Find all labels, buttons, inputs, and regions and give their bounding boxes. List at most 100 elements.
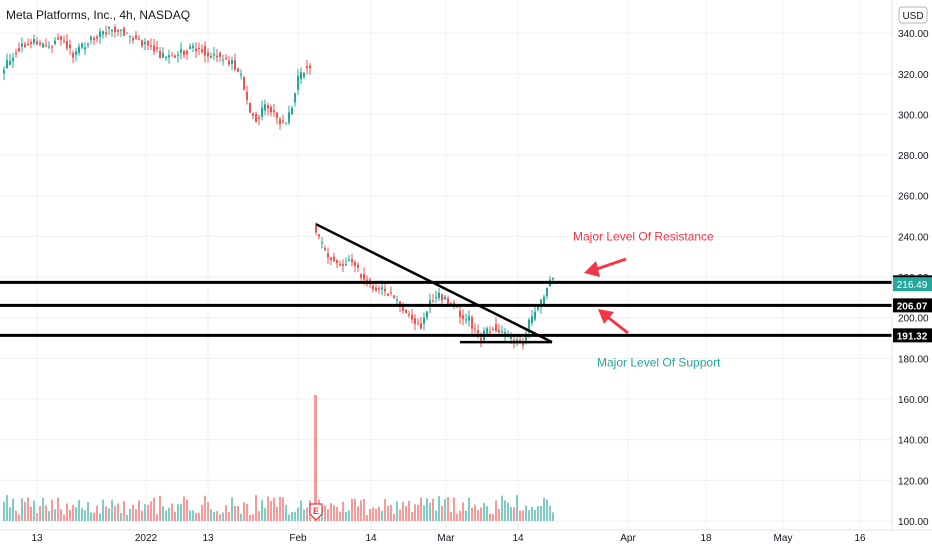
- volume-bar: [72, 504, 74, 521]
- resistance-annotation-label: Major Level Of Resistance: [573, 229, 714, 243]
- candle-body: [270, 106, 272, 113]
- time-axis[interactable]: 13 2022 13 Feb 14 Mar 14 Apr 18 May 16: [31, 533, 866, 544]
- candle-body: [387, 293, 389, 296]
- volume-bar: [423, 505, 425, 521]
- volume-bar: [369, 509, 371, 521]
- currency-badge[interactable]: USD: [898, 6, 928, 24]
- volume-bar: [495, 500, 497, 521]
- volume-bar: [9, 507, 11, 521]
- price-tick-label: 280.00: [898, 151, 929, 162]
- candle-body: [156, 47, 158, 49]
- candle-body: [120, 29, 122, 31]
- candle-body: [441, 294, 443, 301]
- candle-body: [144, 42, 146, 44]
- candle-body: [489, 331, 491, 333]
- volume-bar: [507, 502, 509, 521]
- candle-body: [42, 43, 44, 48]
- horizontal-levels[interactable]: [0, 280, 892, 337]
- candle-body: [96, 36, 98, 39]
- volume-bar: [537, 506, 539, 521]
- volume-bar: [186, 499, 188, 521]
- candle-body: [189, 46, 191, 50]
- volume-bar: [105, 506, 107, 521]
- resistance-arrow-head: [584, 261, 600, 277]
- candle-body: [477, 330, 479, 334]
- candle-body: [321, 242, 323, 244]
- candle-body: [108, 26, 110, 29]
- candle-body: [552, 277, 554, 280]
- volume-bar: [300, 500, 302, 521]
- candle-body: [282, 120, 284, 123]
- trendlines[interactable]: [315, 223, 553, 344]
- candle-body: [474, 328, 476, 330]
- candle-body: [468, 316, 470, 321]
- candle-body: [228, 60, 230, 65]
- candle-body: [423, 317, 425, 324]
- volume-bar: [357, 506, 359, 521]
- candle-body: [213, 54, 215, 56]
- volume-bar: [339, 511, 341, 521]
- volume-bar: [78, 500, 80, 521]
- candle-body: [81, 43, 83, 48]
- candle-body: [33, 38, 35, 43]
- candle-body: [279, 118, 281, 125]
- candle-body: [216, 55, 218, 58]
- candle-body: [72, 53, 74, 58]
- trendline-descending-resistance[interactable]: [315, 223, 553, 344]
- candle-body: [456, 306, 458, 308]
- volume-bar: [228, 512, 230, 521]
- volume-bar: [348, 510, 350, 521]
- candle-body: [354, 262, 356, 266]
- volume-bar: [540, 505, 542, 521]
- volume-bar: [168, 507, 170, 521]
- price-tick-label: 120.00: [898, 476, 929, 487]
- candle-body: [111, 29, 113, 32]
- candle-body: [171, 55, 173, 57]
- candle-body: [414, 318, 416, 324]
- volume-bar: [519, 510, 521, 521]
- price-tick-label: 340.00: [898, 29, 929, 40]
- volume-bar: [399, 509, 401, 521]
- volume-bar: [69, 509, 71, 521]
- volume-bar: [123, 501, 125, 521]
- volume-bar: [279, 496, 281, 521]
- symbol-title: Meta Platforms, Inc., 4h, NASDAQ: [6, 8, 190, 22]
- candle-body: [168, 55, 170, 58]
- volume-bar: [177, 504, 179, 521]
- candle-body: [411, 314, 413, 320]
- candle-body: [159, 51, 161, 59]
- volume-bar: [219, 514, 221, 521]
- candle-body: [141, 40, 143, 47]
- volume-bar: [534, 509, 536, 521]
- volume-bar: [375, 508, 377, 521]
- level-price-tag-text: 206.07: [897, 301, 928, 312]
- candle-body: [123, 28, 125, 36]
- volume-bar: [102, 499, 104, 521]
- volume-bar: [60, 509, 62, 521]
- volume-bar: [390, 504, 392, 521]
- volume-bar: [483, 502, 485, 521]
- volume-bar: [138, 500, 140, 521]
- volume-bar: [171, 503, 173, 521]
- volume-bar: [180, 503, 182, 521]
- candle-body: [309, 65, 311, 69]
- time-tick-label: 16: [854, 533, 866, 544]
- candle-body: [336, 259, 338, 264]
- time-tick-label: 14: [365, 533, 377, 544]
- volume-bar: [189, 510, 191, 521]
- volume-bar: [27, 497, 29, 521]
- candle-body: [297, 75, 299, 90]
- candle-body: [129, 35, 131, 37]
- volume-bar: [453, 497, 455, 521]
- candle-body: [69, 44, 71, 49]
- volume-bar: [240, 513, 242, 521]
- volume-bar: [405, 505, 407, 521]
- volume-bar: [336, 506, 338, 521]
- annotations: Major Level Of Resistance Major Level Of …: [573, 229, 721, 369]
- candle-body: [54, 40, 56, 44]
- time-tick-label: 13: [31, 533, 43, 544]
- earnings-marker[interactable]: E: [309, 503, 323, 521]
- volume-bar: [12, 498, 14, 521]
